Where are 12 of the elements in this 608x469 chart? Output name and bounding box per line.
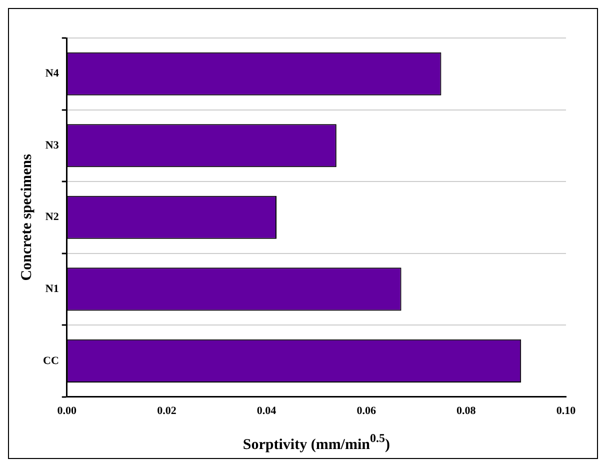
x-tick-label: 0.10	[556, 405, 576, 418]
x-tick-label: 0.04	[256, 405, 277, 418]
y-tick-label: N3	[45, 139, 60, 152]
y-tick-label: N2	[45, 211, 60, 224]
y-tick-label: N1	[45, 283, 59, 296]
y-axis-title: Concrete specimens	[18, 154, 35, 281]
x-tick-label: 0.06	[356, 405, 376, 418]
y-tick-label: N4	[45, 68, 60, 80]
x-tick-label: 0.08	[456, 405, 476, 418]
y-tick-label: CC	[42, 354, 59, 367]
x-tick-label: 0.02	[157, 405, 177, 418]
x-tick-label: 0.00	[57, 405, 78, 418]
